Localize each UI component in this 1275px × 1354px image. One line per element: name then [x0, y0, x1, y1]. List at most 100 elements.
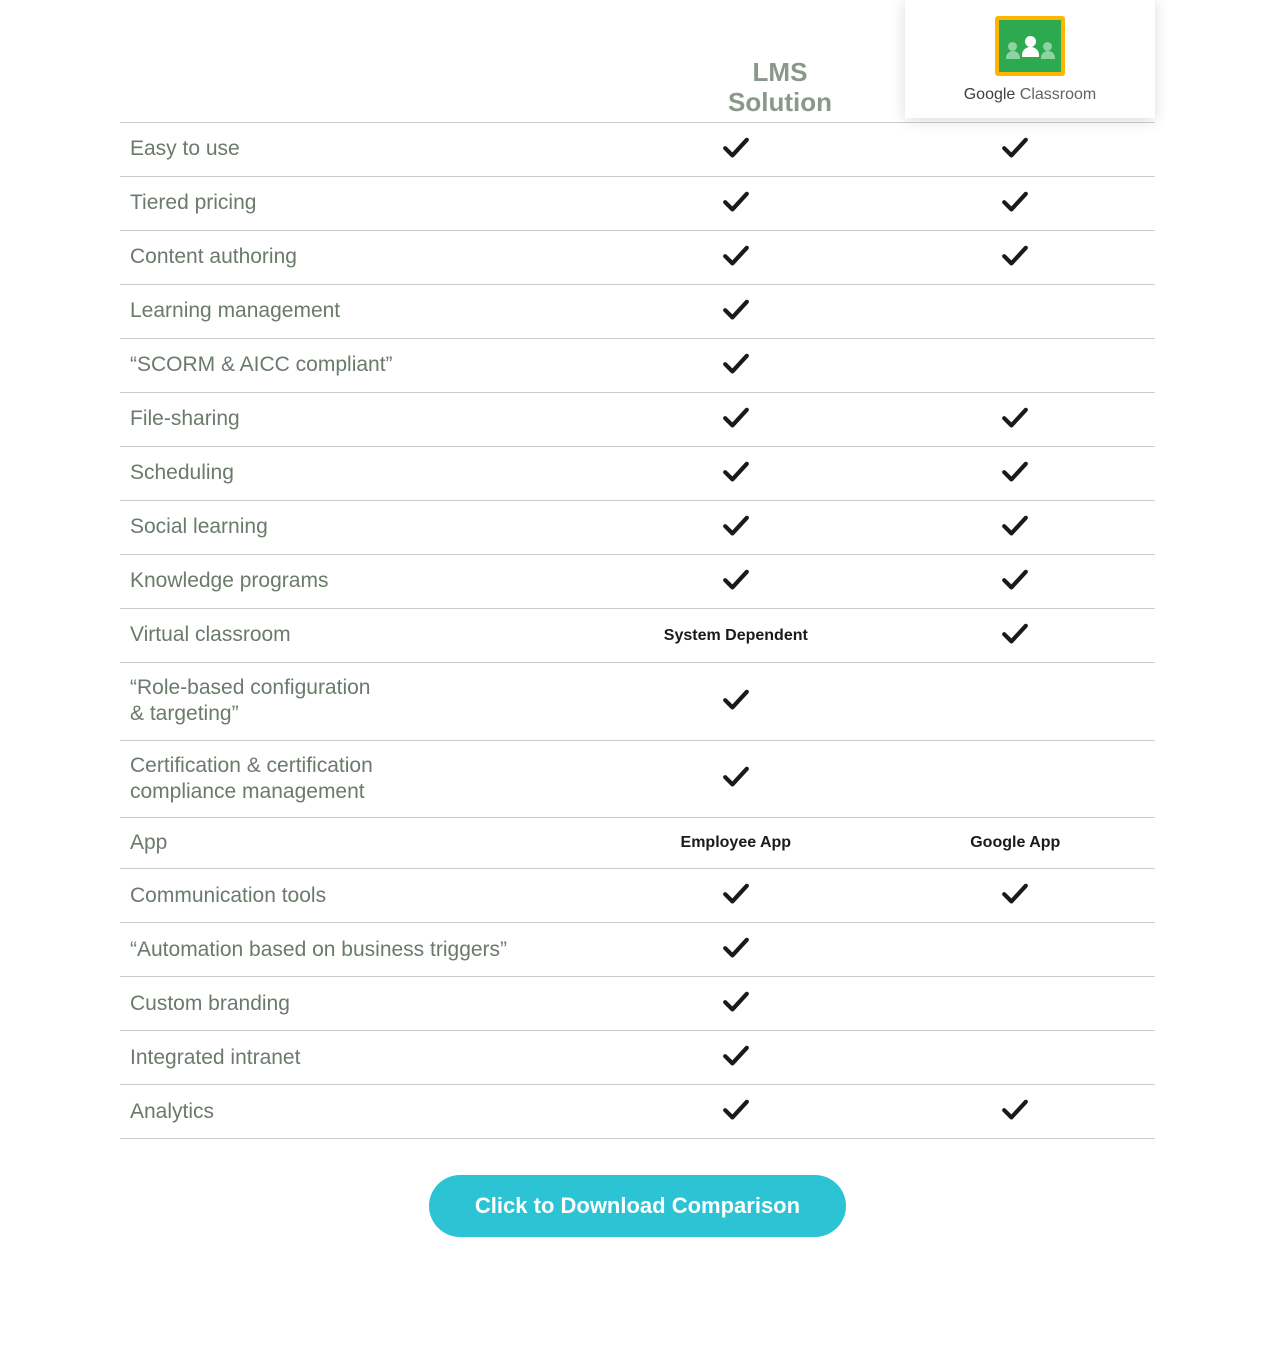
lms-cell	[596, 977, 875, 1031]
feature-label: File-sharing	[120, 393, 596, 447]
feature-label: “Role-based configuration& targeting”	[120, 663, 596, 741]
table-row: Social learning	[120, 501, 1155, 555]
gc-column-header: Google Classroom	[905, 0, 1155, 118]
gc-cell	[876, 663, 1155, 741]
lms-cell	[596, 447, 875, 501]
gc-cell	[876, 609, 1155, 663]
table-row: Virtual classroomSystem Dependent	[120, 609, 1155, 663]
feature-label: Learning management	[120, 285, 596, 339]
lms-cell	[596, 285, 875, 339]
feature-label: Integrated intranet	[120, 1031, 596, 1085]
check-icon	[1000, 416, 1030, 433]
gc-cell	[876, 339, 1155, 393]
check-icon	[721, 892, 751, 909]
table-row: “SCORM & AICC compliant”	[120, 339, 1155, 393]
lms-cell	[596, 869, 875, 923]
feature-label: Tiered pricing	[120, 177, 596, 231]
feature-label: App	[120, 818, 596, 869]
lms-cell	[596, 740, 875, 818]
check-icon	[1000, 1108, 1030, 1125]
check-icon	[1000, 254, 1030, 271]
check-icon	[721, 200, 751, 217]
check-icon	[721, 578, 751, 595]
table-row: Analytics	[120, 1085, 1155, 1139]
gc-label: Google Classroom	[964, 86, 1097, 104]
gc-card: Google Classroom	[905, 0, 1155, 118]
table-row: Integrated intranet	[120, 1031, 1155, 1085]
lms-cell	[596, 231, 875, 285]
table-row: Knowledge programs	[120, 555, 1155, 609]
gc-cell	[876, 740, 1155, 818]
check-icon	[721, 524, 751, 541]
table-row: App Employee App Google App	[120, 818, 1155, 869]
gc-cell	[876, 923, 1155, 977]
check-icon	[721, 775, 751, 792]
check-icon	[721, 146, 751, 163]
feature-label: “Automation based on business triggers”	[120, 923, 596, 977]
table-row: “Role-based configuration& targeting”	[120, 663, 1155, 741]
table-row: Easy to use	[120, 123, 1155, 177]
table-row: Learning management	[120, 285, 1155, 339]
download-comparison-button[interactable]: Click to Download Comparison	[429, 1175, 846, 1237]
check-icon	[721, 1054, 751, 1071]
table-row: Tiered pricing	[120, 177, 1155, 231]
feature-label: Analytics	[120, 1085, 596, 1139]
lms-cell: System Dependent	[596, 609, 875, 663]
lms-cell	[596, 393, 875, 447]
check-icon	[721, 1108, 751, 1125]
lms-cell	[596, 177, 875, 231]
lms-cell	[596, 123, 875, 177]
column-headers: LMSSolution Google Classroom	[120, 0, 1155, 118]
lms-cell	[596, 1085, 875, 1139]
gc-cell	[876, 501, 1155, 555]
check-icon	[721, 416, 751, 433]
gc-cell	[876, 123, 1155, 177]
gc-cell	[876, 977, 1155, 1031]
feature-label: Scheduling	[120, 447, 596, 501]
cell-text: Employee App	[681, 834, 792, 851]
gc-cell	[876, 177, 1155, 231]
feature-label: Content authoring	[120, 231, 596, 285]
lms-column-header: LMSSolution	[655, 58, 905, 118]
gc-cell	[876, 869, 1155, 923]
feature-label: “SCORM & AICC compliant”	[120, 339, 596, 393]
feature-label: Social learning	[120, 501, 596, 555]
check-icon	[721, 470, 751, 487]
check-icon	[1000, 200, 1030, 217]
gc-cell	[876, 231, 1155, 285]
lms-cell	[596, 923, 875, 977]
table-row: Scheduling	[120, 447, 1155, 501]
lms-cell	[596, 663, 875, 741]
table-row: Communication tools	[120, 869, 1155, 923]
table-row: Content authoring	[120, 231, 1155, 285]
gc-cell	[876, 447, 1155, 501]
feature-label: Certification & certificationcompliance …	[120, 740, 596, 818]
check-icon	[1000, 632, 1030, 649]
check-icon	[1000, 524, 1030, 541]
lms-cell	[596, 501, 875, 555]
lms-cell	[596, 1031, 875, 1085]
check-icon	[721, 1000, 751, 1017]
table-row: Certification & certificationcompliance …	[120, 740, 1155, 818]
feature-label: Knowledge programs	[120, 555, 596, 609]
lms-cell	[596, 339, 875, 393]
feature-label: Easy to use	[120, 123, 596, 177]
feature-label: Communication tools	[120, 869, 596, 923]
google-classroom-icon	[995, 16, 1065, 76]
table-row: Custom branding	[120, 977, 1155, 1031]
gc-cell	[876, 1031, 1155, 1085]
gc-cell	[876, 285, 1155, 339]
check-icon	[1000, 892, 1030, 909]
check-icon	[1000, 578, 1030, 595]
check-icon	[721, 308, 751, 325]
lms-cell	[596, 555, 875, 609]
lms-cell: Employee App	[596, 818, 875, 869]
check-icon	[721, 946, 751, 963]
gc-cell: Google App	[876, 818, 1155, 869]
check-icon	[1000, 146, 1030, 163]
cell-text: Google App	[970, 834, 1060, 851]
gc-cell	[876, 1085, 1155, 1139]
comparison-table: Easy to useTiered pricingContent authori…	[120, 122, 1155, 1139]
check-icon	[721, 362, 751, 379]
check-icon	[721, 254, 751, 271]
